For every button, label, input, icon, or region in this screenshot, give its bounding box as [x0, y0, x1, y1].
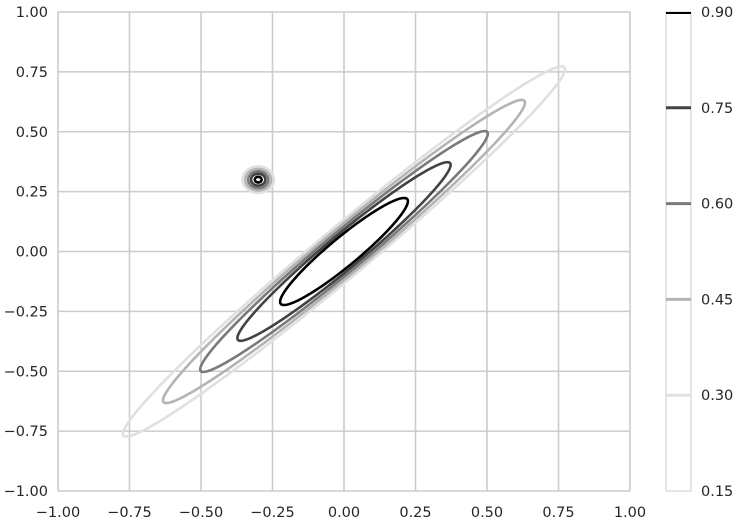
contour-line — [121, 65, 567, 438]
contour-line — [161, 98, 527, 405]
y-tick-label: 0.00 — [16, 245, 48, 261]
y-tick-label: 0.25 — [16, 185, 48, 201]
colorbar-level-lines — [666, 12, 691, 397]
peak-contour-ring — [244, 167, 273, 192]
colorbar: 0.30 0.45 0.60 0.75 0.90 0.15 — [665, 5, 733, 500]
colorbar-min-label: 0.15 — [701, 484, 733, 500]
x-tick-label: 1.00 — [614, 505, 646, 521]
y-axis-ticks: −1.00 −0.75 −0.50 −0.25 0.00 0.25 0.50 0.75 1.00 — [4, 5, 48, 500]
contour-line — [236, 160, 452, 343]
colorbar-tick-label: 0.75 — [701, 101, 733, 117]
y-tick-label: −0.25 — [4, 304, 48, 320]
y-tick-label: 1.00 — [16, 5, 48, 21]
y-tick-label: −1.00 — [4, 484, 48, 500]
colorbar-tick-label: 0.90 — [701, 5, 733, 21]
contour-lines — [121, 65, 567, 438]
y-tick-label: −0.75 — [4, 424, 48, 440]
x-tick-label: 0.75 — [542, 505, 574, 521]
x-tick-label: 0.25 — [399, 505, 431, 521]
contour-line — [278, 196, 410, 307]
colorbar-tick-label: 0.45 — [701, 292, 733, 308]
peak-contour-ring — [241, 165, 276, 195]
x-tick-label: 0.50 — [471, 505, 503, 521]
contour-line — [198, 129, 490, 374]
peak-contour-ring — [253, 175, 263, 184]
y-tick-label: 0.50 — [16, 125, 48, 141]
colorbar-frame — [665, 11, 692, 492]
peak-contour-ring — [249, 172, 267, 187]
peak-contour-ring — [246, 169, 270, 190]
y-tick-label: 0.75 — [16, 65, 48, 81]
x-axis-ticks: −1.00 −0.75 −0.50 −0.25 0.00 0.25 0.50 0.75 1.00 — [36, 505, 646, 521]
x-tick-label: −0.75 — [107, 505, 151, 521]
colorbar-tick-label: 0.60 — [701, 197, 733, 213]
colorbar-tick-label: 0.30 — [701, 388, 733, 404]
x-tick-label: −1.00 — [36, 505, 80, 521]
x-tick-label: −0.25 — [250, 505, 294, 521]
y-tick-label: −0.50 — [4, 364, 48, 380]
plot-frame — [57, 11, 631, 492]
x-tick-label: −0.50 — [179, 505, 223, 521]
plot-area — [57, 11, 631, 492]
colorbar-tick-labels: 0.30 0.45 0.60 0.75 0.90 0.15 — [701, 5, 733, 500]
x-tick-label: 0.00 — [328, 505, 360, 521]
